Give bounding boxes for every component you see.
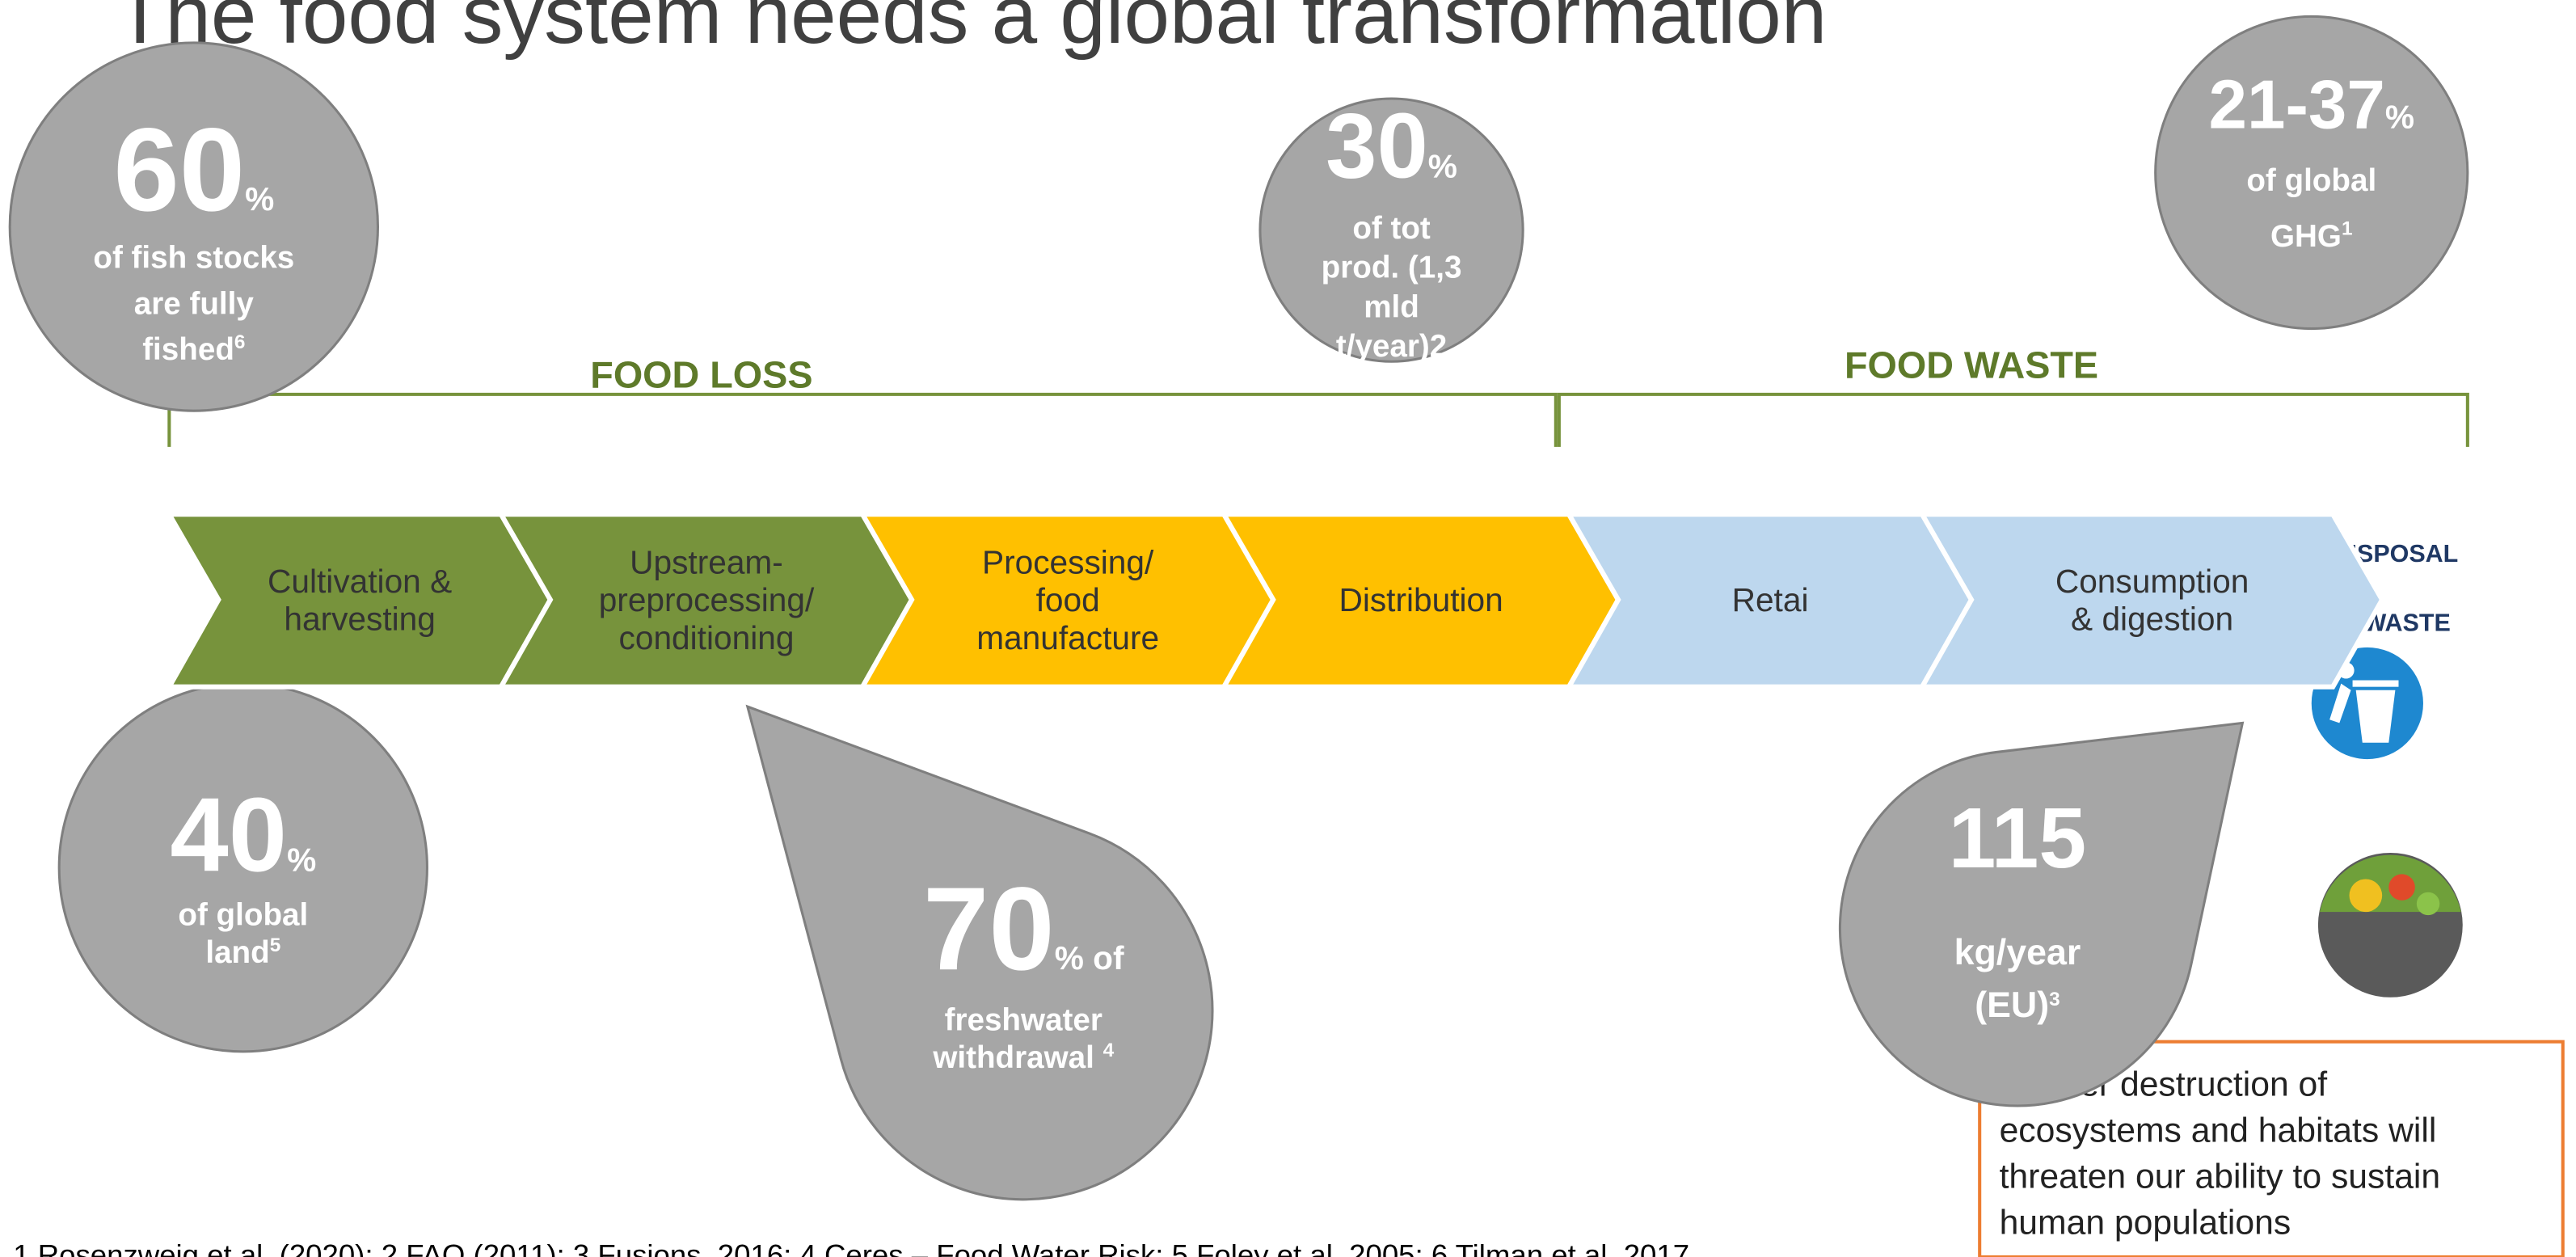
stat-value: 21-37% xyxy=(2209,67,2414,144)
stat-text: fished6 xyxy=(142,331,245,367)
stage-label: harvesting xyxy=(284,601,436,638)
stat-text: prod. (1,3 xyxy=(1322,251,1462,285)
stat-bubble: 21-37% of global GHG1 xyxy=(2156,16,2468,328)
stat-line: kg/year xyxy=(1954,933,2081,972)
stage-label: manufacture xyxy=(976,619,1159,656)
stat-line: prod. (1,3 xyxy=(1322,251,1462,285)
stat-text: of fish stocks xyxy=(93,240,294,275)
stat-superscript: 4 xyxy=(1103,1040,1115,1061)
stage-label: Processing/ xyxy=(982,543,1154,580)
stat-line: of global xyxy=(2246,163,2376,198)
stat-unit: % of xyxy=(1055,939,1124,976)
stat-line: t/year)2 xyxy=(1336,329,1447,364)
stage-label: Distribution xyxy=(1339,581,1503,618)
stat-line: fished xyxy=(142,332,234,367)
stat-line: land xyxy=(205,935,269,970)
stat-text: of global xyxy=(178,897,308,932)
stage: Cultivation &harvesting xyxy=(169,514,550,686)
stat-unit: % xyxy=(245,180,274,217)
food-loss-label: FOOD LOSS xyxy=(590,354,812,396)
slide-title: The food system needs a global transform… xyxy=(115,0,1827,61)
stat-number: 115 xyxy=(1949,791,2087,886)
stat-text: mld xyxy=(1364,289,1419,324)
food-photo xyxy=(2318,853,2463,998)
stat-line: of fish stocks xyxy=(93,240,294,275)
stat-superscript: 5 xyxy=(270,934,281,956)
stat-number: 21-37 xyxy=(2209,67,2385,144)
stat-line: are fully xyxy=(134,286,255,321)
stat-line: of tot xyxy=(1352,211,1431,246)
stat-superscript: 1 xyxy=(2342,218,2353,240)
food-loss-bracket xyxy=(169,394,1555,447)
stage-label: food xyxy=(1036,581,1100,618)
stat-text: are fully xyxy=(134,286,255,321)
slide: The food system needs a global transform… xyxy=(0,0,2576,1257)
note-line: human populations xyxy=(2000,1203,2291,1242)
page: The food system needs a global transform… xyxy=(0,0,2576,1257)
stage: Upstream-preprocessing/conditioning xyxy=(501,514,912,686)
stat-text: freshwater xyxy=(945,1002,1102,1037)
food-waste-label: FOOD WASTE xyxy=(1845,344,2098,386)
footnote: 1 Rosenzweig et al. (2020); 2 FAO (2011)… xyxy=(13,1238,1689,1257)
stage-label: & digestion xyxy=(2071,601,2233,638)
stat-number: 30 xyxy=(1326,95,1428,198)
stat-text: withdrawal 4 xyxy=(932,1040,1114,1075)
stat-unit: % xyxy=(1428,148,1457,185)
stat-bubble: 60% of fish stocks are fully fished6 xyxy=(10,43,377,411)
stat-text: (EU)3 xyxy=(1975,985,2060,1025)
stat-line: (EU) xyxy=(1975,985,2049,1025)
stat-superscript: 6 xyxy=(234,331,246,353)
stat-value: 115 xyxy=(1949,791,2087,886)
food-waste-bracket xyxy=(1559,394,2468,447)
stage-label: Consumption xyxy=(2055,563,2249,600)
stat-unit: % xyxy=(287,841,316,878)
stat-text: t/year)2 xyxy=(1336,329,1447,364)
stat-text: kg/year xyxy=(1954,933,2081,972)
note-line: ecosystems and habitats will xyxy=(2000,1111,2437,1150)
stat-number: 60 xyxy=(113,104,245,236)
stage-label: Cultivation & xyxy=(268,563,452,600)
stat-line: of global xyxy=(178,897,308,932)
stat-text: GHG1 xyxy=(2270,218,2353,254)
stat-superscript: 3 xyxy=(2049,989,2060,1010)
stat-text: of global xyxy=(2246,163,2376,198)
stat-line: GHG xyxy=(2270,219,2342,254)
stat-text: of tot xyxy=(1352,211,1431,246)
stat-bubble: 30% of tot prod. (1,3 mld t/year)2 xyxy=(1260,95,1523,365)
stage-label: Retai xyxy=(1732,581,1809,618)
stage: Retai xyxy=(1569,514,1971,686)
stage-label: preprocessing/ xyxy=(599,581,815,618)
stage-label: Upstream- xyxy=(630,543,783,580)
stage: Consumption& digestion xyxy=(1922,514,2382,686)
stat-text: land5 xyxy=(205,934,280,970)
stat-line: withdrawal xyxy=(932,1040,1102,1075)
stage-label: conditioning xyxy=(619,619,795,656)
stat-line: mld xyxy=(1364,289,1419,324)
stat-line: freshwater xyxy=(945,1002,1102,1037)
stat-unit: % xyxy=(2385,99,2414,136)
stat-number: 70 xyxy=(923,863,1055,995)
stage: Distribution xyxy=(1224,514,1618,686)
note-line: threaten our ability to sustain xyxy=(2000,1158,2441,1196)
stat-number: 40 xyxy=(170,775,287,893)
